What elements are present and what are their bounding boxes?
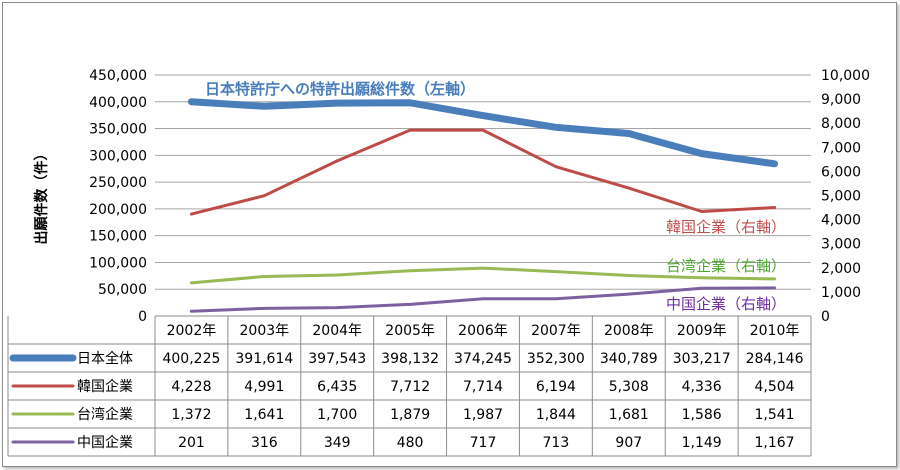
table-value: 6,435 (317, 379, 357, 395)
table-value: 1,700 (317, 407, 357, 423)
table-value: 1,681 (609, 407, 649, 423)
table-value: 391,614 (235, 351, 293, 367)
table-value: 398,132 (381, 351, 439, 367)
table-value: 1,987 (463, 407, 503, 423)
table-value: 1,167 (755, 435, 795, 451)
series-annotation-4: 中国企業（右軸） (666, 295, 786, 313)
table-value: 316 (251, 435, 278, 451)
table-value: 303,217 (673, 351, 731, 367)
right-axis-tick-label: 8,000 (821, 116, 861, 132)
table-value: 1,586 (682, 407, 722, 423)
table-value: 4,336 (682, 379, 722, 395)
legend-series-name: 日本全体 (77, 350, 133, 367)
right-axis-tick-label: 0 (821, 309, 830, 325)
table-value: 284,146 (746, 351, 804, 367)
legend-series-name: 中国企業 (77, 434, 133, 451)
series-annotation-1: 日本特許庁への特許出願総件数（左軸） (205, 80, 475, 98)
left-axis-tick-label: 150,000 (89, 229, 147, 245)
right-axis-tick-label: 9,000 (821, 92, 861, 108)
left-axis-tick-label: 200,000 (89, 202, 147, 218)
category-label: 2007年 (531, 323, 581, 339)
table-value: 1,879 (390, 407, 430, 423)
left-axis-tick-label: 50,000 (98, 282, 147, 298)
left-axis-tick-label: 300,000 (89, 148, 147, 164)
right-axis-tick-label: 6,000 (821, 164, 861, 180)
series-line-2 (189, 128, 777, 216)
series-line-4 (189, 286, 777, 313)
left-axis-tick-label: 100,000 (89, 255, 147, 271)
right-axis-tick-label: 10,000 (821, 68, 870, 84)
legend-series-name: 台湾企業 (77, 406, 133, 423)
table-value: 5,308 (609, 379, 649, 395)
category-label: 2004年 (312, 323, 362, 339)
left-axis-tick-label: 250,000 (89, 175, 147, 191)
right-axis-tick-label: 5,000 (821, 189, 861, 205)
table-value: 717 (470, 435, 497, 451)
table-value: 713 (543, 435, 570, 451)
series-line-1 (187, 98, 779, 168)
line-chart-with-data-table: 0 50,000 100,000 150,000 200,000 250,000 300,0… (7, 68, 870, 457)
table-value: 4,504 (755, 379, 795, 395)
right-axis-tick-label: 7,000 (821, 140, 861, 156)
table-value: 1,844 (536, 407, 576, 423)
right-axis-tick-label: 4,000 (821, 213, 861, 229)
category-label: 2009年 (677, 323, 727, 339)
series-annotation-2: 韓国企業（右軸） (666, 218, 786, 236)
table-value: 340,789 (600, 351, 658, 367)
table-value: 6,194 (536, 379, 576, 395)
right-axis-tick-label: 2,000 (821, 261, 861, 277)
table-value: 1,149 (682, 435, 722, 451)
category-label: 2008年 (604, 323, 654, 339)
table-value: 1,541 (755, 407, 795, 423)
left-axis-tick-label: 0 (138, 309, 147, 325)
category-label: 2005年 (385, 323, 435, 339)
table-value: 907 (615, 435, 642, 451)
table-value: 201 (178, 435, 205, 451)
table-value: 7,712 (390, 379, 430, 395)
right-axis-tick-label: 1,000 (821, 285, 861, 301)
category-label: 2003年 (240, 323, 290, 339)
category-label: 2006年 (458, 323, 508, 339)
left-axis-tick-label: 350,000 (89, 122, 147, 138)
table-value: 400,225 (162, 351, 220, 367)
table-value: 4,991 (244, 379, 284, 395)
category-label: 2010年 (750, 323, 800, 339)
right-axis-tick-label: 3,000 (821, 237, 861, 253)
table-value: 397,543 (308, 351, 366, 367)
table-value: 4,228 (171, 379, 211, 395)
legend-series-name: 韓国企業 (77, 378, 133, 395)
table-value: 1,641 (244, 407, 284, 423)
table-value: 1,372 (171, 407, 211, 423)
category-label: 2002年 (167, 323, 217, 339)
series-line-3 (189, 266, 777, 285)
series-annotation-3: 台湾企業（右軸） (666, 257, 786, 275)
table-value: 7,714 (463, 379, 503, 395)
table-value: 480 (397, 435, 424, 451)
table-value: 349 (324, 435, 351, 451)
left-axis-tick-label: 450,000 (89, 68, 147, 84)
table-value: 374,245 (454, 351, 512, 367)
left-axis-title: 出願件数（件） (33, 147, 50, 245)
left-axis-tick-label: 400,000 (89, 95, 147, 111)
table-value: 352,300 (527, 351, 585, 367)
